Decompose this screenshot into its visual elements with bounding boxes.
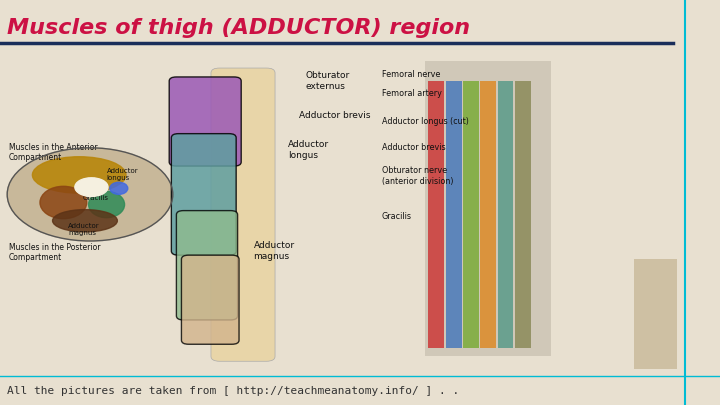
Bar [634,259,677,369]
FancyBboxPatch shape [176,211,238,320]
FancyBboxPatch shape [181,255,239,344]
Text: Gracilis: Gracilis [382,212,412,221]
Text: All the pictures are taken from [ http://teachmeanatomy.info/ ] . .: All the pictures are taken from [ http:/… [7,386,459,396]
Text: Adductor
magnus: Adductor magnus [68,223,100,236]
Text: Adductor
magnus: Adductor magnus [253,241,294,261]
Text: Adductor
longus: Adductor longus [107,168,138,181]
Ellipse shape [89,192,125,218]
Text: Femoral nerve: Femoral nerve [382,70,440,79]
Text: Gracilis: Gracilis [83,195,109,200]
Bar [425,61,551,356]
Ellipse shape [53,210,117,232]
FancyBboxPatch shape [211,68,275,361]
Bar [480,81,496,348]
Text: Femoral artery: Femoral artery [382,89,441,98]
Text: Adductor brevis: Adductor brevis [299,111,370,120]
Circle shape [75,178,108,196]
Bar [498,81,513,348]
FancyBboxPatch shape [171,134,236,255]
Ellipse shape [32,157,126,193]
Text: Muscles in the Posterior
Compartment: Muscles in the Posterior Compartment [9,243,100,262]
Text: Adductor brevis: Adductor brevis [382,143,445,152]
Bar [446,81,462,348]
Text: Muscles of thigh (ADDUCTOR) region: Muscles of thigh (ADDUCTOR) region [7,18,470,38]
Text: Obturator nerve
(anterior division): Obturator nerve (anterior division) [382,166,453,186]
Text: Muscles in the Anterior
Compartment: Muscles in the Anterior Compartment [9,143,97,162]
Ellipse shape [110,182,128,194]
Circle shape [7,148,173,241]
Bar [515,81,531,348]
Text: Adductor
longus: Adductor longus [288,140,329,160]
FancyBboxPatch shape [169,77,241,166]
Text: Obturator
externus: Obturator externus [306,71,350,91]
Text: Adductor longus (cut): Adductor longus (cut) [382,117,469,126]
Bar [428,81,444,348]
Ellipse shape [40,186,87,219]
Bar [463,81,479,348]
